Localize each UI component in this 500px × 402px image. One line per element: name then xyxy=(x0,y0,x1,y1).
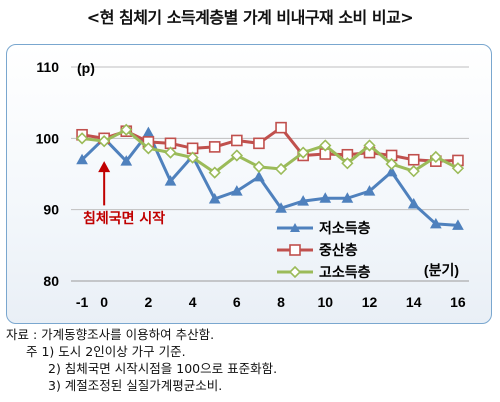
y-tick-label: 90 xyxy=(43,202,59,218)
data-point-low-income xyxy=(319,192,332,203)
annotation-arrow-head xyxy=(98,161,111,173)
x-tick-label: 2 xyxy=(144,294,152,310)
y-tick-label: 110 xyxy=(36,59,59,75)
data-point-high-income xyxy=(407,165,420,178)
legend-marker-triangle xyxy=(290,223,300,232)
x-tick-label: 16 xyxy=(450,294,466,310)
data-point-high-income xyxy=(75,132,89,145)
data-point-middle-income xyxy=(231,134,243,147)
data-point-low-income xyxy=(363,185,376,196)
data-point-high-income xyxy=(208,166,221,179)
data-point-high-income xyxy=(98,135,111,148)
data-point-middle-income xyxy=(253,137,265,150)
data-point-high-income xyxy=(341,157,354,170)
legend-label: 고소득층 xyxy=(319,265,371,281)
y-unit-label: (p) xyxy=(77,60,95,76)
legend-marker-diamond xyxy=(288,265,302,279)
x-tick-label: 8 xyxy=(277,294,285,310)
data-point-high-income xyxy=(252,160,266,173)
footnote-2: 2) 침체국면 시작시점을 100으로 표준화함. xyxy=(48,361,278,376)
x-period-label: (분기) xyxy=(424,262,459,278)
data-point-low-income xyxy=(230,185,243,196)
footnote-1: 주 1) 도시 2인이상 가구 기준. xyxy=(26,344,186,359)
data-point-low-income xyxy=(407,197,420,209)
data-point-low-income xyxy=(275,202,287,213)
x-tick-label: 6 xyxy=(233,294,241,310)
legend-label: 저소득층 xyxy=(319,221,371,237)
x-tick-label: 4 xyxy=(189,294,197,310)
data-point-middle-income xyxy=(275,121,287,134)
legend-label: 중산층 xyxy=(319,242,358,259)
line-chart: 80 90 100 110 -1 0 2 4 6 8 10 12 14 16 (p) 침체국면 시작저소득층중… xyxy=(36,59,469,310)
x-tick-label: 0 xyxy=(100,294,108,310)
legend-marker-square xyxy=(289,244,301,256)
data-point-high-income xyxy=(186,151,199,164)
data-point-high-income xyxy=(274,162,288,176)
footnote-3: 3) 계절조정된 실질가계평균소비. xyxy=(48,378,223,393)
data-point-low-income xyxy=(429,217,442,229)
data-point-high-income xyxy=(385,157,398,171)
data-point-low-income xyxy=(208,192,221,204)
y-tick-label: 80 xyxy=(43,273,59,289)
data-point-high-income xyxy=(230,149,243,162)
data-point-high-income xyxy=(164,146,177,159)
data-point-low-income xyxy=(452,219,464,230)
data-point-low-income xyxy=(253,170,265,182)
x-tick-label: -1 xyxy=(76,294,89,310)
data-point-low-income xyxy=(142,126,155,138)
data-point-low-income xyxy=(297,195,310,206)
chart-notes: 자료 : 가계동향조사를 이용하여 추산함. 주 1) 도시 2인이상 가구 기… xyxy=(6,326,277,394)
data-point-low-income xyxy=(385,165,398,177)
x-tick-label: 12 xyxy=(362,294,378,310)
data-point-high-income xyxy=(142,142,155,155)
x-tick-label: 10 xyxy=(317,294,333,310)
data-point-low-income xyxy=(120,155,133,166)
data-point-high-income xyxy=(319,139,332,152)
source-note: 자료 : 가계동향조사를 이용하여 추산함. xyxy=(6,327,215,342)
data-point-high-income xyxy=(451,162,465,175)
data-point-low-income xyxy=(341,192,354,203)
data-point-high-income xyxy=(429,150,442,164)
data-point-low-income xyxy=(164,175,177,186)
x-tick-label: 14 xyxy=(406,294,422,310)
data-point-high-income xyxy=(120,123,133,136)
data-point-low-income xyxy=(76,153,88,165)
data-point-middle-income xyxy=(407,153,420,166)
y-tick-label: 100 xyxy=(36,130,60,146)
chart-title: <현 침체기 소득계층별 가계 비내구재 소비 비교> xyxy=(86,8,414,27)
data-point-high-income xyxy=(363,139,376,152)
data-point-high-income xyxy=(297,146,310,159)
data-point-middle-income xyxy=(208,141,221,153)
annotation-label: 침체국면 시작 xyxy=(83,210,165,227)
